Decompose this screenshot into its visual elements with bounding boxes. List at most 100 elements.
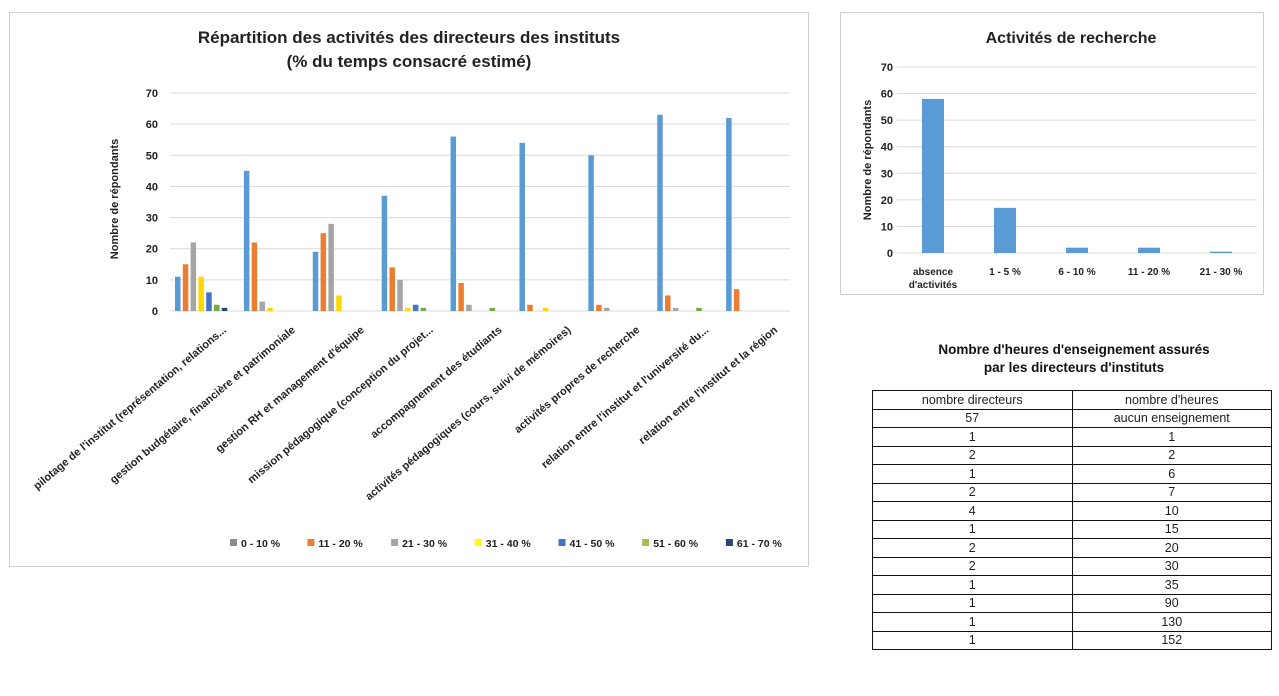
bar bbox=[450, 136, 457, 311]
bar bbox=[527, 304, 533, 311]
table-row: 2 30 bbox=[872, 556, 1272, 576]
table-cell-count: 1 bbox=[872, 464, 1073, 484]
bar bbox=[412, 304, 419, 311]
bar bbox=[1210, 251, 1232, 253]
x-tick-labels: pilotage de l'institut (représentation, … bbox=[31, 324, 780, 503]
bar bbox=[389, 267, 395, 311]
bar bbox=[267, 307, 273, 311]
research-chart-title: Activités de recherche bbox=[986, 30, 1157, 47]
bar bbox=[190, 242, 197, 311]
legend-swatch bbox=[642, 539, 650, 546]
research-x-tick-labels: absence d'activités 1 - 5 % 6 - 10 % 11 - 20… bbox=[909, 267, 1243, 291]
bar bbox=[726, 117, 732, 312]
table-cell-hours: 90 bbox=[1071, 593, 1272, 613]
legend-label: 11 - 20 % bbox=[318, 538, 363, 550]
table-cell-count: 1 bbox=[872, 612, 1073, 632]
gridlines bbox=[170, 92, 790, 312]
bar bbox=[665, 295, 671, 311]
bar bbox=[175, 276, 181, 311]
table-body: 57 aucun enseignement 1 1 2 2 1 6 2 7 4 10 1 15 2 20 2 30… bbox=[872, 408, 1272, 650]
y-tick-label: 40 bbox=[146, 181, 158, 193]
legend-label: 51 - 60 % bbox=[653, 538, 699, 550]
bar bbox=[696, 307, 702, 311]
legend-swatch bbox=[474, 539, 482, 546]
legend-swatch bbox=[307, 539, 315, 546]
bar bbox=[922, 98, 944, 253]
bar bbox=[596, 304, 602, 311]
y-tick-label: 50 bbox=[881, 115, 893, 127]
bar bbox=[182, 264, 189, 311]
y-tick-label: 50 bbox=[146, 150, 158, 162]
legend: 0 - 10 % 11 - 20 % 21 - 30 % 31 - 40 % 41 - … bbox=[230, 538, 783, 550]
x-tick-label: relation entre l'institut et la région bbox=[637, 324, 780, 447]
bar bbox=[733, 289, 740, 311]
table-cell-count: 4 bbox=[872, 501, 1073, 521]
bar bbox=[603, 307, 610, 311]
table-cell-count: 2 bbox=[872, 556, 1073, 576]
x-tick-label: activités propres de recherche bbox=[512, 324, 642, 436]
bar bbox=[198, 276, 204, 311]
table-cell-count: 2 bbox=[872, 538, 1073, 558]
x-tick-label: 1 - 5 % bbox=[989, 267, 1021, 278]
table-cell-count: 2 bbox=[872, 445, 1073, 465]
table-cell-count: 1 bbox=[872, 519, 1073, 539]
table-row: 2 20 bbox=[872, 538, 1272, 558]
table-row: 4 10 bbox=[872, 501, 1272, 521]
bar bbox=[466, 304, 472, 311]
x-tick-label: accompagnement des étudiants bbox=[368, 324, 504, 441]
bar bbox=[328, 223, 334, 311]
table-cell-count: 1 bbox=[872, 593, 1073, 613]
table-cell-hours: 7 bbox=[1071, 482, 1272, 502]
y-tick-label: 0 bbox=[152, 306, 158, 318]
y-tick-label: 70 bbox=[146, 88, 158, 100]
teaching-hours-table: nombre directeurs nombre d'heures 57 aucu… bbox=[872, 390, 1272, 650]
legend-swatch bbox=[558, 539, 566, 546]
legend-swatch bbox=[725, 539, 733, 546]
teaching-table-title-line1: Nombre d'heures d'enseignement assurés bbox=[938, 342, 1210, 357]
y-axis-label: Nombre de répondants bbox=[109, 139, 121, 259]
bar bbox=[221, 307, 228, 311]
legend-label: 61 - 70 % bbox=[737, 538, 783, 550]
bar bbox=[320, 233, 327, 311]
table-cell-hours: aucun enseignement bbox=[1071, 408, 1272, 428]
legend-label: 31 - 40 % bbox=[486, 538, 532, 550]
research-chart: Activités de recherche Nombre de réponda… bbox=[862, 30, 1257, 291]
bar bbox=[657, 114, 663, 311]
table-cell-count: 57 bbox=[872, 408, 1073, 428]
bar bbox=[312, 251, 319, 311]
y-tick-label: 10 bbox=[881, 221, 893, 233]
table-cell-hours: 35 bbox=[1071, 575, 1272, 595]
y-tick-label: 20 bbox=[881, 195, 893, 207]
table-row: 1 152 bbox=[872, 630, 1272, 650]
y-tick-label: 70 bbox=[881, 62, 893, 74]
x-tick-label: gestion RH et management d'équipe bbox=[214, 324, 367, 455]
bar bbox=[542, 307, 549, 311]
table-header-row: nombre directeurs nombre d'heures bbox=[872, 390, 1272, 410]
y-tick-label: 40 bbox=[881, 142, 893, 154]
table-cell-count: 2 bbox=[872, 482, 1073, 502]
bar bbox=[1138, 247, 1160, 253]
x-tick-label: 21 - 30 % bbox=[1200, 267, 1243, 278]
table-cell-count: 1 bbox=[872, 575, 1073, 595]
chart-title: Répartition des activités des directeurs… bbox=[198, 28, 620, 47]
bar bbox=[251, 242, 258, 311]
y-tick-label: 30 bbox=[881, 168, 893, 180]
table-cell-hours: 152 bbox=[1071, 630, 1272, 650]
y-tick-label: 0 bbox=[887, 248, 893, 260]
bar bbox=[519, 142, 525, 311]
research-y-tick-labels: 70 60 50 40 30 20 10 0 bbox=[881, 62, 893, 260]
table-header-hours: nombre d'heures bbox=[1071, 390, 1272, 410]
teaching-table-title-line2: par les directeurs d'instituts bbox=[983, 360, 1165, 375]
activities-chart: Répartition des activités des directeurs… bbox=[31, 28, 790, 550]
table-cell-count: 1 bbox=[872, 427, 1073, 447]
chart-subtitle: (% du temps consacré estimé) bbox=[287, 52, 532, 71]
bar bbox=[243, 170, 250, 311]
bar bbox=[994, 207, 1016, 253]
table-row: 57 aucun enseignement bbox=[872, 408, 1272, 428]
legend-label: 41 - 50 % bbox=[570, 538, 616, 550]
legend-swatch bbox=[391, 539, 399, 546]
table-cell-hours: 6 bbox=[1071, 464, 1272, 484]
